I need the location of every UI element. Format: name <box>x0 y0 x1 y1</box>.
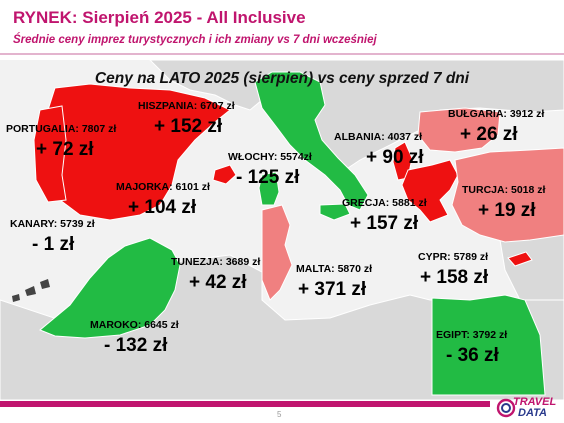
destination-name: GRECJA: 5881 zł <box>342 197 427 209</box>
region-turcja <box>451 147 564 243</box>
destination-name: PORTUGALIA: 7807 zł <box>6 123 117 135</box>
price-change: + 90 zł <box>366 147 424 168</box>
label-malta: MALTA: 5870 zł + 371 zł <box>296 263 372 301</box>
region-wlochy-sicily <box>319 203 351 221</box>
price-change: + 152 zł <box>154 116 223 137</box>
price-change: - 125 zł <box>236 167 300 188</box>
destination-name: HISZPANIA: 6707 zł <box>138 100 235 112</box>
price-change: - 132 zł <box>104 335 168 356</box>
destination-name: TURCJA: 5018 zł <box>462 184 546 196</box>
travel-data-logo: TRAVEL DATA <box>496 395 560 421</box>
region-wlochy-sardinia <box>258 171 280 206</box>
header-divider <box>0 53 564 55</box>
destination-name: EGIPT: 3792 zł <box>436 329 508 341</box>
label-hiszpania: HISZPANIA: 6707 zł + 152 zł <box>138 100 235 138</box>
label-maroko: MAROKO: 6645 zł - 132 zł <box>90 319 179 357</box>
price-change: + 157 zł <box>350 213 419 234</box>
page-title: RYNEK: Sierpień 2025 - All Inclusive <box>13 8 306 27</box>
region-wlochy <box>254 71 369 211</box>
region-majorka <box>212 164 237 185</box>
destination-name: TUNEZJA: 3689 zł <box>171 256 261 268</box>
region-maroko <box>39 237 181 339</box>
destination-name: WŁOCHY: 5574zł <box>228 151 312 163</box>
footer-bar <box>0 401 490 407</box>
destination-name: MAJORKA: 6101 zł <box>116 181 210 193</box>
region-cypr <box>507 251 533 267</box>
price-change: + 42 zł <box>189 272 247 293</box>
label-majorka: MAJORKA: 6101 zł + 104 zł <box>116 181 210 219</box>
price-change: + 26 zł <box>460 124 518 145</box>
region-grecja <box>401 159 459 223</box>
destination-name: MALTA: 5870 zł <box>296 263 373 275</box>
mediterranean-map <box>0 60 564 400</box>
price-change: + 158 zł <box>420 267 489 288</box>
label-portugalia: PORTUGALIA: 7807 zł + 72 zł <box>6 123 116 161</box>
region-kanary <box>12 279 50 302</box>
destination-name: CYPR: 5789 zł <box>418 251 489 263</box>
logo-text-data: DATA <box>518 407 547 419</box>
page-subtitle: Średnie ceny imprez turystycznych i ich … <box>13 34 377 46</box>
label-bulgaria: BUŁGARIA: 3912 zł + 26 zł <box>448 108 544 146</box>
region-portugalia <box>33 105 67 203</box>
label-kanary: KANARY: 5739 zł - 1 zł <box>10 218 95 256</box>
price-change: + 72 zł <box>36 139 94 160</box>
region-tunezja <box>261 204 293 301</box>
label-grecja: GRECJA: 5881 zł + 157 zł <box>342 197 427 235</box>
price-change: + 19 zł <box>478 200 536 221</box>
price-change: + 104 zł <box>128 197 197 218</box>
destination-name: BUŁGARIA: 3912 zł <box>448 108 545 120</box>
label-albania: ALBANIA: 4037 zł + 90 zł <box>334 131 424 169</box>
label-cypr: CYPR: 5789 zł + 158 zł <box>418 251 488 289</box>
destination-name: KANARY: 5739 zł <box>10 218 95 230</box>
destination-name: ALBANIA: 4037 zł <box>334 131 423 143</box>
label-wlochy: WŁOCHY: 5574zł - 125 zł <box>228 151 312 189</box>
map-title: Ceny na LATO 2025 (sierpień) vs ceny spr… <box>94 70 470 87</box>
logo-circle-icon <box>496 398 516 418</box>
region-egipt <box>431 294 546 396</box>
destination-name: MAROKO: 6645 zł <box>90 319 179 331</box>
price-change: - 36 zł <box>446 345 499 366</box>
page-number: 5 <box>277 410 282 419</box>
label-egipt: EGIPT: 3792 zł - 36 zł <box>436 329 507 367</box>
region-bulgaria <box>417 107 501 153</box>
label-tunezja: TUNEZJA: 3689 zł + 42 zł <box>171 256 260 294</box>
price-change: + 371 zł <box>298 279 367 300</box>
label-turcja: TURCJA: 5018 zł + 19 zł <box>462 184 545 222</box>
price-change: - 1 zł <box>32 234 75 255</box>
logo-text-travel: TRAVEL <box>513 396 557 408</box>
